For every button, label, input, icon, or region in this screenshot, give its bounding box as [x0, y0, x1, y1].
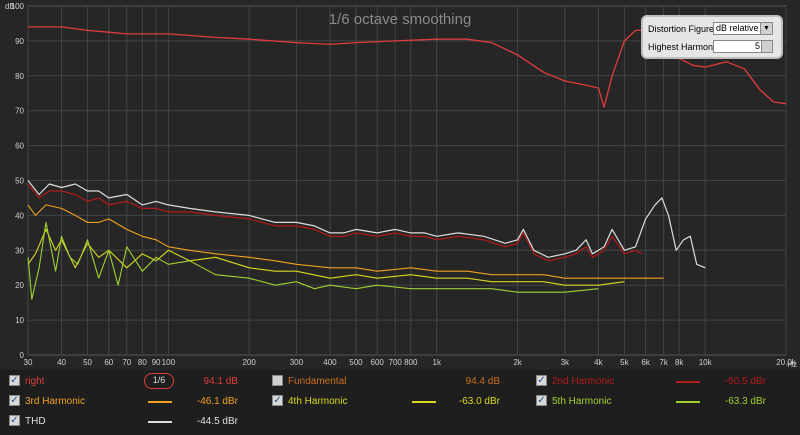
legend-checkbox-4th-harmonic[interactable]: ✓	[272, 395, 283, 406]
x-tick-label: 30	[24, 358, 33, 367]
legend-checkbox-5th-harmonic[interactable]: ✓	[536, 395, 547, 406]
legend-checkbox-3rd-harmonic[interactable]: ✓	[9, 395, 20, 406]
smoothing-button[interactable]: 1/6	[144, 373, 174, 389]
x-tick-label: 5k	[620, 358, 629, 367]
x-tick-label: 80	[138, 358, 147, 367]
series-line-5th-harmonic	[27, 221, 599, 300]
y-axis-unit: dB	[5, 2, 15, 11]
x-tick-label: 70	[122, 358, 131, 367]
x-tick-label: 2k	[513, 358, 522, 367]
y-tick-label: 70	[15, 107, 24, 116]
distortion-figures-label: Distortion Figures:	[648, 24, 722, 34]
legend-value-2nd-harmonic: -50.5 dBr	[724, 376, 766, 387]
series-line-4th-harmonic	[27, 228, 625, 286]
x-tick-label: 50	[83, 358, 92, 367]
x-tick-label: 300	[290, 358, 304, 367]
x-tick-label: 90	[152, 358, 161, 367]
legend-value-4th-harmonic: -63.0 dBr	[458, 396, 500, 407]
x-tick-label: 800	[404, 358, 418, 367]
legend-checkbox-right[interactable]: ✓	[9, 375, 20, 386]
distortion-figures-value: dB relative	[716, 23, 759, 33]
x-tick-label: 60	[104, 358, 113, 367]
y-tick-label: 0	[20, 351, 25, 360]
highest-harmonic-label: Highest Harmonic:	[648, 42, 723, 52]
distortion-controls-panel: Distortion Figures: dB relative ▼ Highes…	[641, 15, 783, 59]
y-tick-label: 30	[15, 246, 24, 255]
legend-label-thd: THD	[25, 416, 46, 427]
legend-row: ✓ right 1/6 94.1 dB ✓ Fundamental 94.4 d…	[0, 372, 800, 392]
legend-checkbox-2nd-harmonic[interactable]: ✓	[536, 375, 547, 386]
legend-label-3rd-harmonic: 3rd Harmonic	[25, 396, 86, 407]
series-line-right	[28, 26, 787, 108]
highest-harmonic-value: 5	[754, 41, 760, 51]
legend-value-right: 94.1 dB	[203, 376, 238, 387]
legend-label-2nd-harmonic: 2nd Harmonic	[552, 376, 615, 387]
x-tick-label: 4k	[594, 358, 603, 367]
x-tick-label: 100	[162, 358, 176, 367]
legend-swatch-3rd-harmonic	[148, 401, 172, 403]
x-tick-label: 7k	[659, 358, 668, 367]
legend-swatch-2nd-harmonic	[676, 381, 700, 383]
legend-row: ✓ 3rd Harmonic -46.1 dBr ✓ 4th Harmonic …	[0, 392, 800, 412]
x-tick-label: 500	[349, 358, 363, 367]
x-tick-label: 400	[323, 358, 337, 367]
series-line-2nd-harmonic	[27, 183, 642, 262]
x-tick-label: 20.0k	[776, 358, 797, 367]
series-line-thd	[27, 180, 706, 269]
highest-harmonic-spinner[interactable]: 5	[713, 40, 773, 53]
x-axis-unit: Hz	[787, 360, 797, 369]
legend-value-3rd-harmonic: -46.1 dBr	[196, 396, 238, 407]
chart-title: 1/6 octave smoothing	[329, 11, 472, 28]
legend-label-5th-harmonic: 5th Harmonic	[552, 396, 612, 407]
legend-swatch-4th-harmonic	[412, 401, 436, 403]
x-tick-label: 40	[57, 358, 66, 367]
legend-label-right: right	[25, 376, 45, 387]
legend-checkbox-thd[interactable]: ✓	[9, 415, 20, 426]
x-tick-label: 8k	[675, 358, 684, 367]
legend-panel: ✓ right 1/6 94.1 dB ✓ Fundamental 94.4 d…	[0, 370, 800, 435]
x-tick-label: 1k	[433, 358, 442, 367]
x-tick-label: 10k	[699, 358, 713, 367]
legend-value-5th-harmonic: -63.3 dBr	[724, 396, 766, 407]
series-line-3rd-harmonic	[27, 204, 664, 279]
legend-label-4th-harmonic: 4th Harmonic	[288, 396, 348, 407]
legend-row: ✓ THD -44.5 dBr	[0, 412, 800, 432]
chevron-down-icon[interactable]: ▼	[760, 23, 772, 34]
legend-value-thd: -44.5 dBr	[196, 416, 238, 427]
y-tick-label: 20	[15, 281, 24, 290]
y-tick-label: 90	[15, 37, 24, 46]
x-tick-label: 6k	[641, 358, 650, 367]
legend-swatch-5th-harmonic	[676, 401, 700, 403]
y-tick-label: 80	[15, 72, 24, 81]
spinner-arrows-icon[interactable]	[761, 41, 772, 52]
y-tick-label: 50	[15, 177, 24, 186]
distortion-figures-select[interactable]: dB relative ▼	[713, 22, 773, 35]
legend-value-fundamental: 94.4 dB	[465, 376, 500, 387]
y-tick-label: 100	[11, 2, 25, 11]
legend-label-fundamental: Fundamental	[288, 376, 347, 387]
x-tick-label: 3k	[561, 358, 570, 367]
y-tick-label: 10	[15, 316, 24, 325]
y-tick-label: 40	[15, 211, 24, 220]
legend-checkbox-fundamental[interactable]: ✓	[272, 375, 283, 386]
x-tick-label: 600	[371, 358, 385, 367]
y-tick-label: 60	[15, 142, 24, 151]
legend-swatch-thd	[148, 421, 172, 423]
x-tick-label: 700	[389, 358, 403, 367]
x-tick-label: 200	[242, 358, 256, 367]
